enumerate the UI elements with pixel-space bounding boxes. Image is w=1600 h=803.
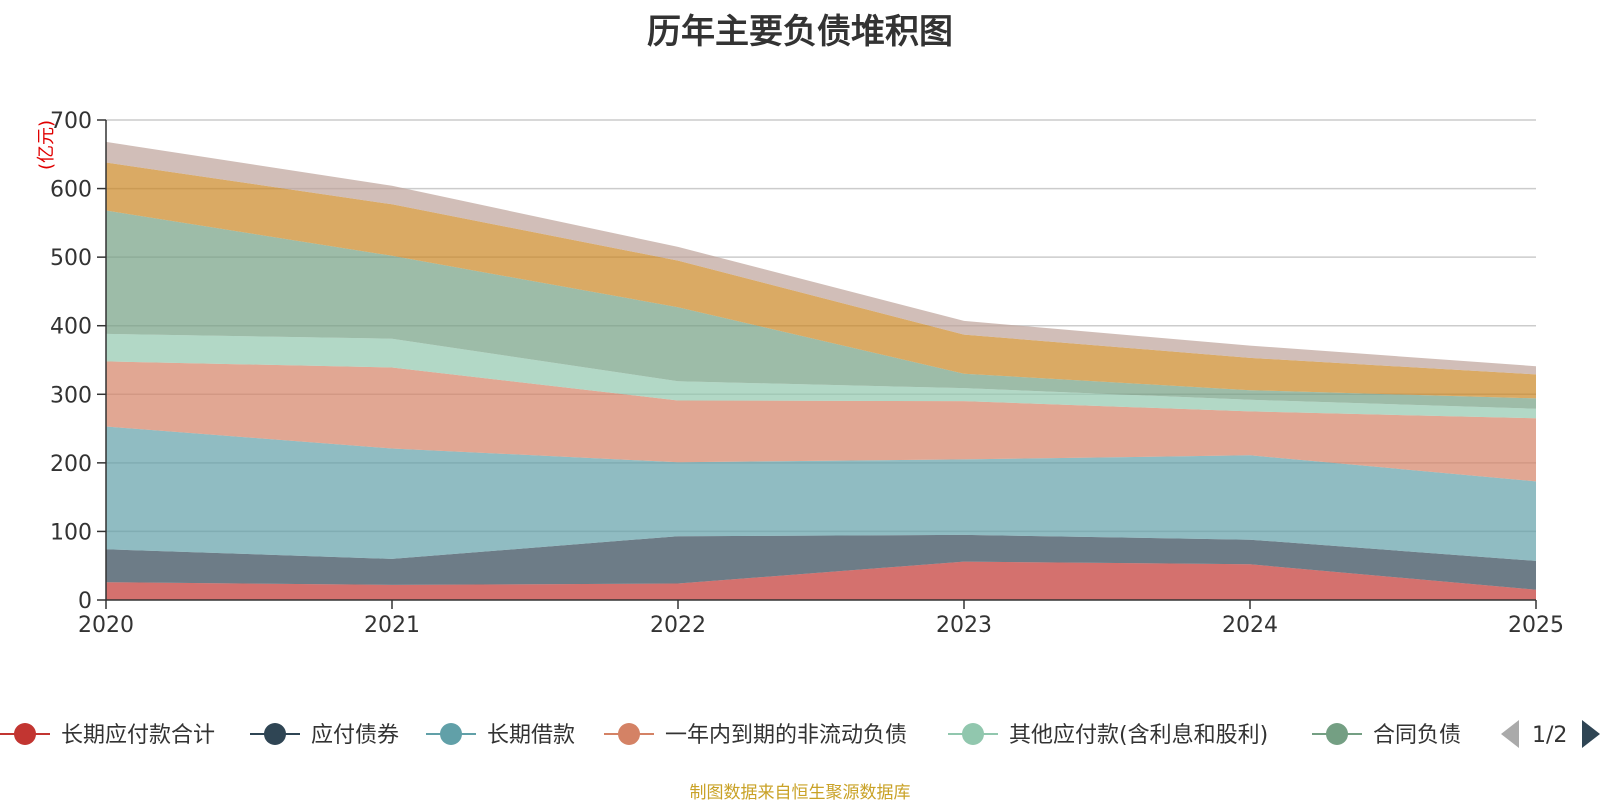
legend-item[interactable]: 长期应付款合计 [0, 723, 215, 748]
area-series-7[interactable] [106, 141, 1536, 375]
x-tick-label: 2025 [1508, 613, 1564, 638]
legend-item[interactable]: 应付债券 [250, 723, 399, 748]
y-tick-label: 700 [50, 109, 92, 134]
y-tick-label: 300 [50, 383, 92, 408]
x-tick-label: 2022 [650, 613, 706, 638]
legend-item[interactable]: 合同负债 [1312, 723, 1461, 748]
legend-marker-icon [618, 723, 640, 745]
triangle-left-icon[interactable] [1501, 720, 1519, 748]
x-tick-label: 2023 [936, 613, 992, 638]
x-tick-label: 2021 [364, 613, 420, 638]
area-series-1[interactable] [106, 534, 1536, 590]
legend-item[interactable]: 一年内到期的非流动负债 [604, 723, 907, 748]
y-tick-label: 500 [50, 246, 92, 271]
legend-label: 其他应付款(含利息和股利) [1009, 723, 1268, 748]
legend: 长期应付款合计 应付债券 长期借款 一年内到期的非流动负债 其他应付款(含利息和股利) 合… [0, 723, 1461, 748]
axes [105, 120, 1536, 601]
legend-marker-icon [264, 723, 286, 745]
x-tick-label: 2024 [1222, 613, 1278, 638]
legend-item[interactable]: 长期借款 [426, 723, 575, 748]
area-series-4[interactable] [106, 333, 1536, 419]
y-tick-label: 100 [50, 520, 92, 545]
source-note: 制图数据来自恒生聚源数据库 [689, 783, 911, 803]
area-series-5[interactable] [106, 210, 1536, 409]
y-tick-labels: 0 100 200 300 400 500 600 700 [50, 109, 106, 614]
legend-marker-icon [962, 723, 984, 745]
legend-item[interactable]: 其他应付款(含利息和股利) [948, 723, 1268, 748]
legend-label: 长期借款 [487, 723, 575, 748]
legend-marker-icon [1326, 723, 1348, 745]
legend-marker-icon [440, 723, 462, 745]
area-series-6[interactable] [106, 162, 1536, 399]
triangle-right-icon[interactable] [1582, 720, 1600, 748]
legend-page-indicator: 1/2 [1532, 723, 1567, 748]
legend-label: 一年内到期的非流动负债 [665, 723, 907, 748]
area-series-0[interactable] [106, 561, 1536, 600]
y-tick-label: 600 [50, 178, 92, 203]
y-tick-label: 0 [78, 589, 92, 614]
legend-label: 合同负债 [1373, 723, 1461, 748]
x-tick-label: 2020 [78, 613, 134, 638]
y-tick-label: 200 [50, 452, 92, 477]
area-series-2[interactable] [106, 426, 1536, 561]
legend-label: 长期应付款合计 [61, 723, 215, 748]
legend-pager: 1/2 [1501, 720, 1600, 748]
legend-label: 应付债券 [311, 723, 399, 748]
area-series-layer [106, 141, 1536, 600]
chart-title: 历年主要负债堆积图 [647, 12, 953, 52]
y-unit-label: (亿元) [36, 120, 57, 170]
legend-marker-icon [14, 723, 36, 745]
area-series-3[interactable] [106, 361, 1536, 482]
x-tick-labels: 2020 2021 2022 2023 2024 2025 [78, 600, 1564, 638]
y-tick-label: 400 [50, 315, 92, 340]
